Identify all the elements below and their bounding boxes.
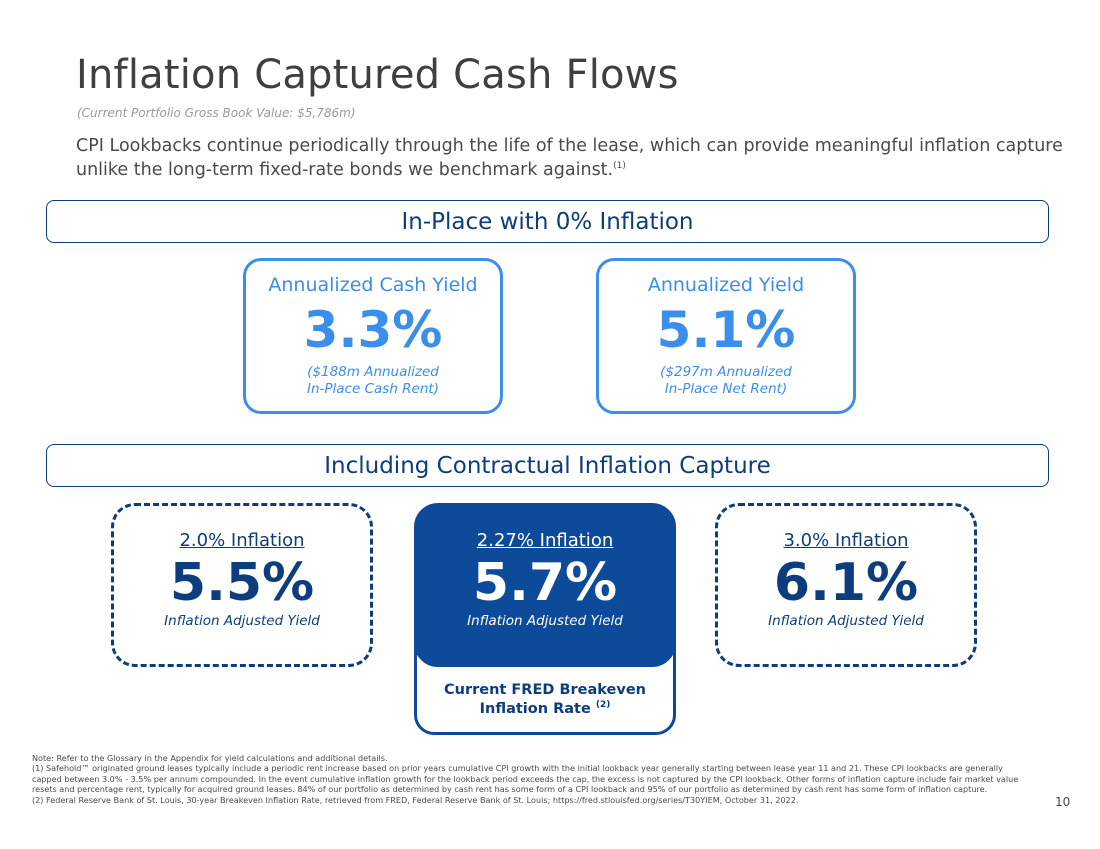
footnote-note: Note: Refer to the Glossary in the Appen… bbox=[32, 753, 388, 763]
intro-paragraph: CPI Lookbacks continue periodically thro… bbox=[76, 134, 1076, 182]
scenario-value: 5.5% bbox=[169, 553, 315, 613]
intro-footnote-ref: (1) bbox=[613, 161, 626, 172]
inflation-capture-banner: Including Contractual Inflation Capture bbox=[46, 444, 1049, 487]
card-note-line: In-Place Net Rent) bbox=[664, 381, 788, 397]
card-value: 5.1% bbox=[656, 301, 796, 359]
scenario-sublabel: Inflation Adjusted Yield bbox=[467, 613, 623, 629]
fred-footnote-ref: (2) bbox=[595, 700, 611, 711]
annualized-cash-yield-card: Annualized Cash Yield 3.3% ($188m Annual… bbox=[243, 258, 503, 414]
page-number: 10 bbox=[1055, 795, 1071, 809]
fred-label-line: Current FRED Breakeven bbox=[444, 682, 646, 698]
footnote-2: (2) Federal Reserve Bank of St. Louis, 3… bbox=[32, 794, 799, 805]
page-title: Inflation Captured Cash Flows bbox=[76, 52, 679, 98]
card-note-line: ($188m Annualized bbox=[307, 364, 439, 380]
page-subtitle: (Current Portfolio Gross Book Value: $5,… bbox=[77, 106, 356, 120]
inflation-scenario-card-2-0: 2.0% Inflation 5.5% Inflation Adjusted Y… bbox=[111, 503, 373, 667]
scenario-value: 5.7% bbox=[472, 553, 618, 613]
scenario-sublabel: Inflation Adjusted Yield bbox=[768, 613, 924, 629]
scenario-label: 3.0% Inflation bbox=[783, 530, 909, 551]
card-label: Annualized Cash Yield bbox=[268, 274, 478, 296]
card-note-line: ($297m Annualized bbox=[660, 364, 792, 380]
footnotes: Note: Refer to the Glossary in the Appen… bbox=[32, 753, 1032, 805]
inflation-scenario-card-2-27: 2.27% Inflation 5.7% Inflation Adjusted … bbox=[414, 503, 676, 667]
card-note-line: In-Place Cash Rent) bbox=[307, 381, 439, 397]
annualized-yield-card: Annualized Yield 5.1% ($297m Annualized … bbox=[596, 258, 856, 414]
card-note: ($297m Annualized In-Place Net Rent) bbox=[599, 364, 853, 398]
scenario-label: 2.27% Inflation bbox=[476, 530, 614, 551]
scenario-label: 2.0% Inflation bbox=[179, 530, 305, 551]
fred-label-line: Inflation Rate (2) bbox=[417, 700, 673, 719]
in-place-banner: In-Place with 0% Inflation bbox=[46, 200, 1049, 243]
card-value: 3.3% bbox=[303, 301, 443, 359]
footnote-1: (1) Safehold™ originated ground leases t… bbox=[32, 763, 1019, 795]
intro-text: CPI Lookbacks continue periodically thro… bbox=[76, 136, 1063, 180]
fred-breakeven-label: Current FRED Breakeven Inflation Rate (2… bbox=[417, 681, 673, 719]
inflation-scenario-card-3-0: 3.0% Inflation 6.1% Inflation Adjusted Y… bbox=[715, 503, 977, 667]
scenario-sublabel: Inflation Adjusted Yield bbox=[164, 613, 320, 629]
fred-label-text: Inflation Rate bbox=[479, 701, 591, 717]
card-label: Annualized Yield bbox=[647, 274, 805, 296]
card-note: ($188m Annualized In-Place Cash Rent) bbox=[246, 364, 500, 398]
scenario-value: 6.1% bbox=[773, 553, 919, 613]
